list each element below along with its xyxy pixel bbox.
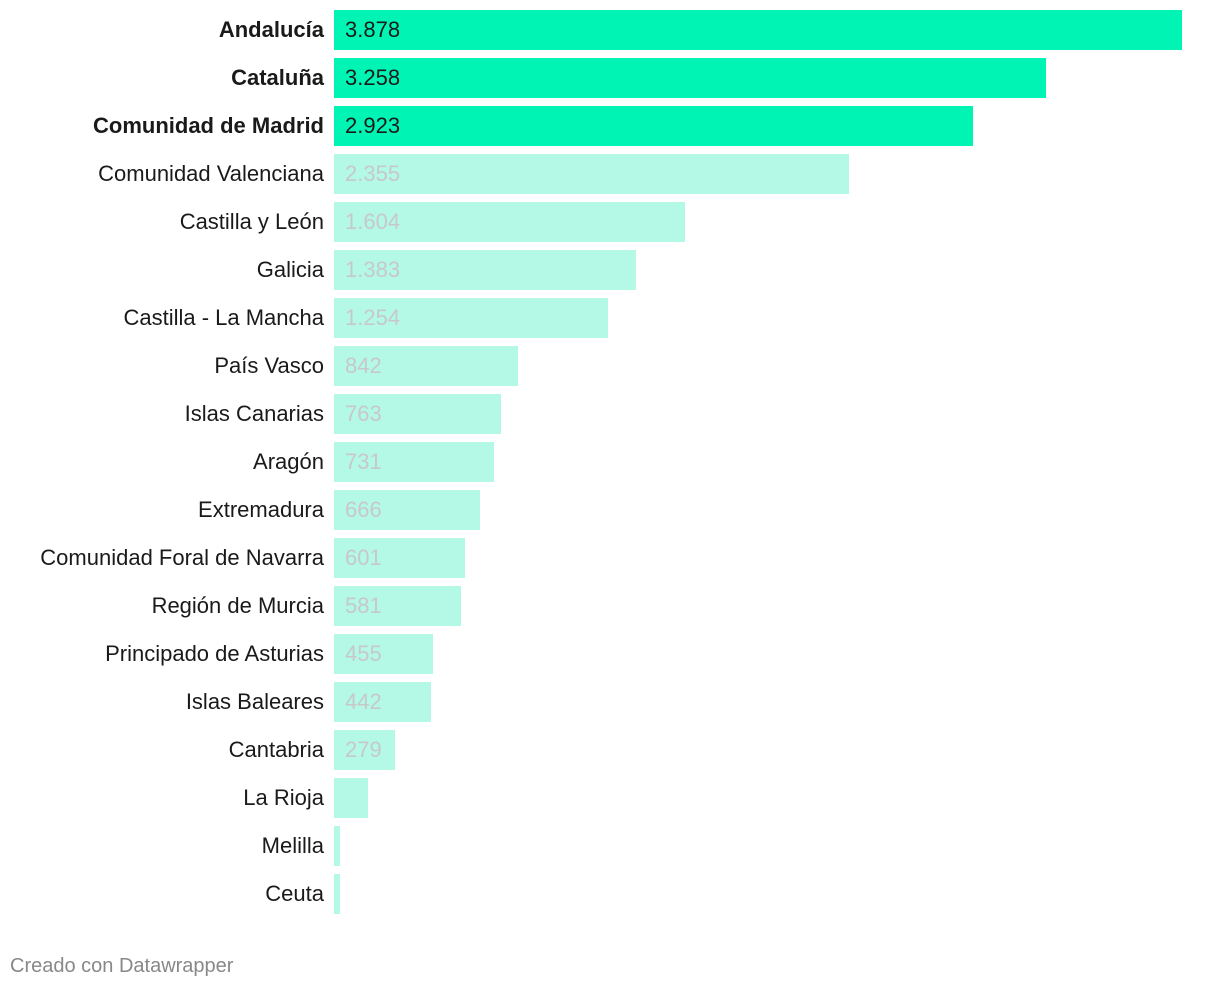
- bar: [334, 874, 340, 914]
- bar-row: Ceuta: [0, 874, 1220, 914]
- bar: [334, 154, 849, 194]
- value-label: 2.355: [345, 161, 401, 186]
- bar-row: Aragón 731: [0, 442, 1220, 482]
- value-label: 763: [345, 401, 382, 426]
- bar: [334, 442, 494, 482]
- bar: [334, 730, 395, 770]
- bar: [334, 298, 608, 338]
- bar-row: País Vasco 842: [0, 346, 1220, 386]
- value-label: 1.254: [345, 305, 401, 330]
- category-label: Comunidad Valenciana: [98, 161, 324, 186]
- bar-row: Extremadura 666: [0, 490, 1220, 530]
- bar: [334, 490, 480, 530]
- bar-row: Islas Baleares 442: [0, 682, 1220, 722]
- bar: [334, 202, 685, 242]
- value-label: 279: [345, 737, 382, 762]
- category-label: Ceuta: [265, 881, 324, 906]
- bar: [334, 538, 465, 578]
- category-label: Islas Canarias: [184, 401, 324, 426]
- category-label: Extremadura: [198, 497, 324, 522]
- bar: [334, 106, 973, 146]
- bar: [334, 634, 433, 674]
- category-label: Región de Murcia: [151, 593, 324, 618]
- chart-credit: Creado con Datawrapper: [10, 955, 234, 977]
- bar-row: Comunidad de Madrid 2.923: [0, 106, 1220, 146]
- value-label: 3.258: [345, 65, 401, 90]
- bar-row: Comunidad Foral de Navarra 601: [0, 538, 1220, 578]
- bar: [334, 394, 501, 434]
- bar-row: Comunidad Valenciana 2.355: [0, 154, 1220, 194]
- category-label: Galicia: [256, 257, 324, 282]
- category-label: País Vasco: [214, 353, 324, 378]
- category-label: Castilla y León: [179, 209, 324, 234]
- category-label: Islas Baleares: [185, 689, 324, 714]
- category-label: Principado de Asturias: [105, 641, 324, 666]
- category-label: Melilla: [261, 833, 324, 858]
- bar: [334, 778, 368, 818]
- value-label: 3.878: [345, 17, 401, 42]
- category-label: La Rioja: [243, 785, 324, 810]
- value-label: 666: [345, 497, 382, 522]
- bar: [334, 346, 518, 386]
- value-label: 842: [345, 353, 382, 378]
- value-label: 1.604: [345, 209, 401, 234]
- bar: [334, 826, 340, 866]
- bar: [334, 58, 1046, 98]
- bar-row: Castilla y León 1.604: [0, 202, 1220, 242]
- category-label: Cantabria: [228, 737, 324, 762]
- category-label: Comunidad de Madrid: [93, 113, 324, 138]
- value-label: 601: [345, 545, 382, 570]
- bar: [334, 586, 461, 626]
- bar-row: Cataluña 3.258: [0, 58, 1220, 98]
- value-label: 455: [345, 641, 382, 666]
- bar-row: Galicia 1.383: [0, 250, 1220, 290]
- category-label: Comunidad Foral de Navarra: [40, 545, 324, 570]
- value-label: 442: [345, 689, 382, 714]
- bar: [334, 250, 636, 290]
- category-label: Cataluña: [231, 65, 324, 90]
- bar: [334, 10, 1182, 50]
- category-label: Aragón: [253, 449, 324, 474]
- bar-row: Melilla: [0, 826, 1220, 866]
- category-label: Andalucía: [218, 17, 324, 42]
- category-label: Castilla - La Mancha: [123, 305, 324, 330]
- value-label: 731: [345, 449, 382, 474]
- bar-row: Castilla - La Mancha 1.254: [0, 298, 1220, 338]
- bar-row: La Rioja: [0, 778, 1220, 818]
- value-label: 581: [345, 593, 382, 618]
- bar-row: Región de Murcia 581: [0, 586, 1220, 626]
- bar-row: Principado de Asturias 455: [0, 634, 1220, 674]
- bar-row: Andalucía 3.878: [0, 10, 1220, 50]
- bar-row: Islas Canarias 763: [0, 394, 1220, 434]
- value-label: 1.383: [345, 257, 401, 282]
- value-label: 2.923: [345, 113, 401, 138]
- bar-row: Cantabria 279: [0, 730, 1220, 770]
- bar: [334, 682, 431, 722]
